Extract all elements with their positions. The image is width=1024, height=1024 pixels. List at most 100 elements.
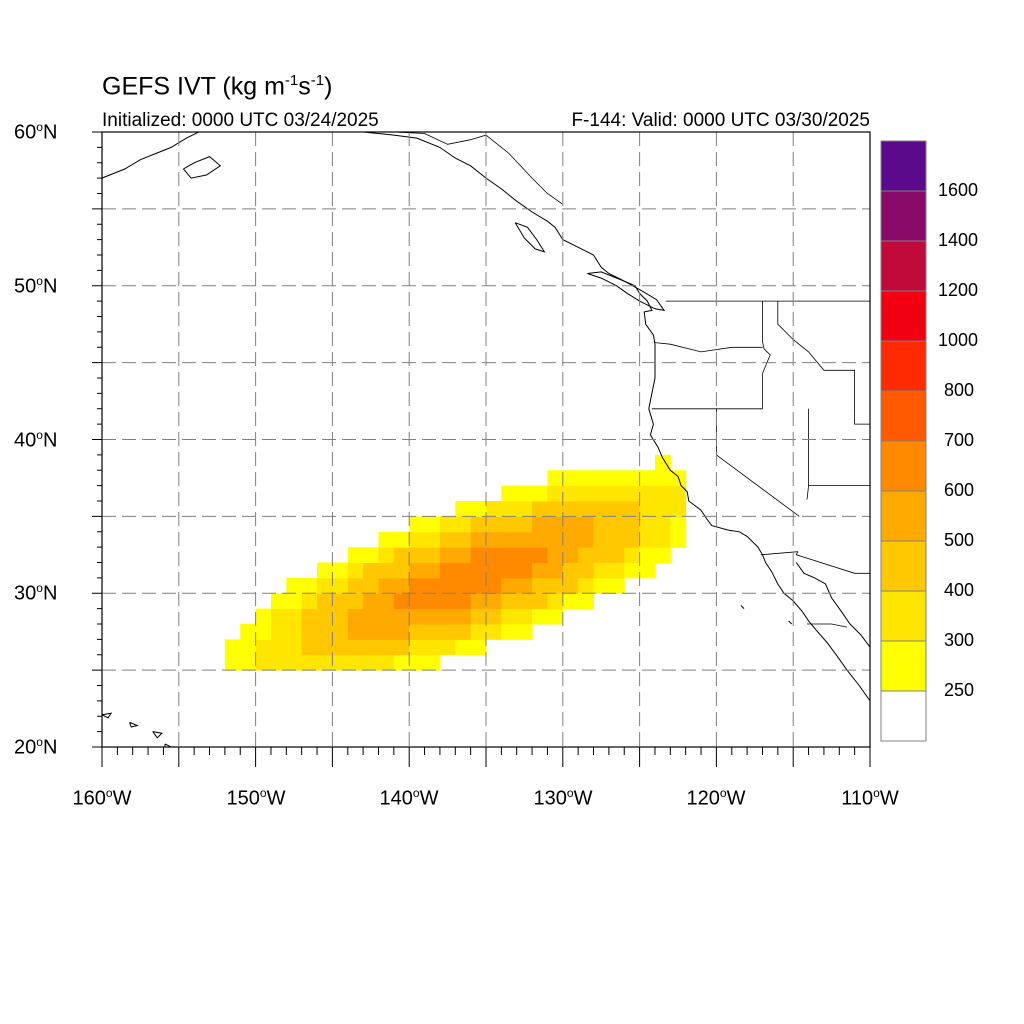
ivt-cell	[562, 501, 579, 517]
ivt-cell	[286, 639, 303, 656]
ivt-cell	[424, 639, 441, 656]
ivt-cell	[486, 577, 502, 594]
colorbar-box	[880, 490, 927, 542]
colorbar-label: 800	[944, 380, 975, 400]
ivt-cell	[409, 577, 426, 594]
ivt-cell	[486, 608, 502, 625]
ivt-cell	[501, 624, 518, 640]
ivt-cell	[593, 577, 610, 594]
ivt-cell	[654, 470, 671, 487]
ivt-cell	[332, 639, 349, 656]
ivt-cell	[378, 577, 395, 594]
ivt-cell	[670, 501, 687, 517]
ivt-cell	[547, 608, 564, 625]
ivt-cell	[501, 562, 518, 579]
ivt-cell	[317, 562, 333, 579]
ivt-cell	[424, 547, 441, 563]
ivt-cell	[409, 531, 426, 548]
ivt-cell	[393, 654, 410, 671]
ivt-cell	[593, 501, 610, 517]
border-line	[854, 408, 870, 425]
lon-label-160w: 160oW	[72, 786, 132, 810]
ivt-field	[224, 454, 687, 671]
ivt-cell	[608, 470, 625, 487]
ivt-cell	[562, 485, 579, 502]
ivt-cell	[378, 624, 395, 640]
ivt-cell	[255, 654, 272, 671]
ivt-cell	[255, 639, 272, 656]
coastline	[587, 271, 666, 312]
ivt-cell	[439, 531, 456, 548]
colorbar-label: 250	[944, 680, 975, 700]
ivt-cell	[670, 485, 687, 502]
border-line	[716, 408, 800, 517]
coastline	[514, 222, 546, 253]
ivt-cell	[409, 624, 426, 640]
ivt-cell	[409, 516, 426, 533]
ivt-cell	[455, 624, 472, 640]
ivt-cell	[639, 562, 656, 579]
ivt-cell	[654, 516, 671, 533]
ivt-cell	[624, 531, 641, 548]
ivt-cell	[455, 516, 472, 533]
ivt-cell	[593, 470, 610, 487]
ivt-cell	[378, 654, 395, 671]
border-line	[795, 551, 870, 574]
ivt-cell	[516, 501, 533, 517]
ivt-cell	[470, 639, 487, 656]
ivt-cell	[593, 531, 610, 548]
ivt-cell	[532, 501, 548, 517]
ivt-cell	[516, 531, 533, 548]
ivt-cell	[409, 654, 426, 671]
ivt-cell	[547, 516, 564, 533]
ivt-cell	[347, 624, 364, 640]
ivt-cell	[363, 639, 379, 656]
ivt-cell	[378, 608, 395, 625]
lon-label-140w: 140oW	[379, 786, 439, 810]
ivt-cell	[501, 577, 518, 594]
ivt-cell	[501, 547, 518, 563]
ivt-cell	[470, 562, 487, 579]
ivt-cell	[439, 577, 456, 594]
ivt-cell	[639, 547, 656, 563]
ivt-cell	[501, 531, 518, 548]
ivt-cell	[317, 577, 333, 594]
colorbar-label: 700	[944, 430, 975, 450]
ivt-cell	[286, 593, 303, 610]
ivt-cell	[654, 531, 671, 548]
ivt-cell	[347, 577, 364, 594]
ivt-cell	[393, 531, 410, 548]
ivt-cell	[608, 501, 625, 517]
ivt-cell	[439, 516, 456, 533]
ivt-cell	[393, 608, 410, 625]
ivt-cell	[286, 654, 303, 671]
ivt-cell	[393, 547, 410, 563]
ivt-cell	[332, 608, 349, 625]
ivt-cell	[516, 593, 533, 610]
lon-label-150w: 150oW	[226, 786, 286, 810]
ivt-cell	[455, 531, 472, 548]
ivt-cell	[532, 577, 548, 594]
ivt-cell	[393, 562, 410, 579]
ivt-cell	[593, 516, 610, 533]
ivt-cell	[516, 547, 533, 563]
ivt-cell	[393, 624, 410, 640]
ivt-cell	[608, 485, 625, 502]
ivt-cell	[332, 577, 349, 594]
ivt-cell	[501, 485, 518, 502]
lat-label-40n: 40oN	[14, 428, 58, 452]
ivt-cell	[562, 593, 579, 610]
ivt-cell	[301, 577, 318, 594]
lon-label-130w: 130oW	[533, 786, 593, 810]
ivt-cell	[455, 577, 472, 594]
ivt-cell	[547, 547, 564, 563]
ivt-cell	[486, 562, 502, 579]
ivt-cell	[639, 501, 656, 517]
colorbar-box	[880, 440, 927, 492]
ivt-cell	[317, 639, 333, 656]
ivt-cell	[332, 593, 349, 610]
ivt-cell	[578, 547, 595, 563]
ivt-cell	[424, 593, 441, 610]
ivt-cell	[547, 501, 564, 517]
border-line	[806, 408, 809, 500]
